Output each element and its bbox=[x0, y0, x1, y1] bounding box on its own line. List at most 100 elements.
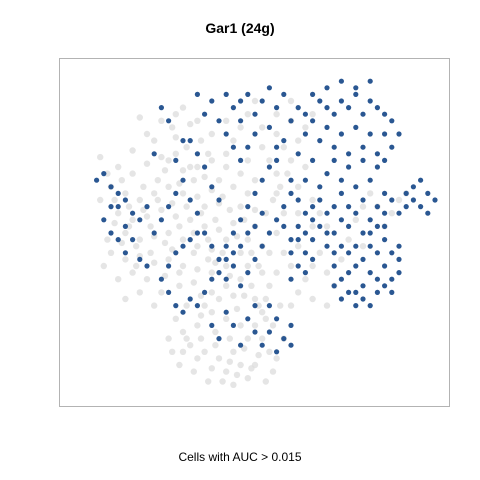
cell-point-above bbox=[252, 111, 258, 117]
cell-point-above bbox=[374, 250, 380, 256]
cell-point-above bbox=[310, 256, 316, 262]
cell-point-below bbox=[133, 262, 140, 270]
cell-point-above bbox=[382, 157, 388, 163]
cell-point-below bbox=[309, 223, 316, 230]
cell-point-below bbox=[237, 322, 244, 329]
cell-point-above bbox=[338, 190, 344, 196]
cell-point-below bbox=[197, 137, 205, 144]
cell-point-above bbox=[259, 210, 265, 216]
cell-point-above bbox=[331, 157, 337, 163]
cell-point-above bbox=[223, 91, 229, 97]
cell-point-above bbox=[324, 230, 330, 236]
cell-point-below bbox=[273, 111, 280, 118]
cell-point-below bbox=[359, 203, 367, 210]
cell-point-below bbox=[208, 130, 215, 138]
cell-point-above bbox=[331, 204, 337, 210]
cell-point-above bbox=[238, 283, 244, 289]
cell-point-above bbox=[216, 118, 222, 124]
cell-point-above bbox=[382, 237, 388, 243]
cell-point-above bbox=[187, 296, 193, 302]
cell-point-below bbox=[179, 167, 187, 174]
cell-point-above bbox=[346, 289, 352, 295]
cell-point-above bbox=[302, 210, 308, 216]
cell-point-above bbox=[310, 204, 316, 210]
cell-point-below bbox=[201, 223, 208, 230]
cell-point-below bbox=[255, 262, 262, 270]
cell-point-above bbox=[187, 197, 193, 203]
cell-point-above bbox=[223, 309, 229, 315]
cell-point-above bbox=[331, 230, 337, 236]
cell-point-below bbox=[273, 130, 280, 138]
cell-point-above bbox=[353, 303, 359, 309]
cell-point-above bbox=[173, 157, 179, 163]
cell-point-above bbox=[130, 237, 136, 243]
cell-point-below bbox=[251, 295, 259, 303]
cell-point-above bbox=[245, 91, 251, 97]
cell-point-above bbox=[151, 151, 157, 157]
cell-point-below bbox=[212, 342, 219, 349]
cell-point-above bbox=[389, 118, 395, 124]
cell-point-above bbox=[410, 197, 416, 203]
cell-point-below bbox=[151, 137, 158, 144]
cell-point-above bbox=[295, 151, 301, 157]
cell-point-above bbox=[274, 144, 280, 150]
cell-point-below bbox=[201, 173, 208, 181]
cell-point-below bbox=[266, 348, 273, 355]
cell-point-below bbox=[111, 219, 118, 227]
cell-point-above bbox=[389, 197, 395, 203]
cell-point-below bbox=[251, 322, 259, 329]
cell-point-above bbox=[230, 322, 236, 328]
cell-point-below bbox=[151, 302, 158, 309]
cell-point-below bbox=[179, 236, 187, 243]
cell-point-above bbox=[194, 210, 200, 216]
cell-point-above bbox=[108, 204, 114, 210]
cell-point-below bbox=[194, 163, 201, 171]
cell-point-below bbox=[183, 335, 190, 342]
cell-point-below bbox=[197, 292, 205, 299]
cell-point-above bbox=[396, 270, 402, 276]
cell-point-above bbox=[122, 250, 128, 256]
cell-point-below bbox=[187, 216, 194, 223]
cell-point-below bbox=[237, 249, 244, 256]
cell-point-above bbox=[302, 131, 308, 137]
cell-point-above bbox=[331, 250, 337, 256]
cell-point-below bbox=[187, 342, 194, 349]
cell-point-above bbox=[180, 243, 186, 249]
cell-point-below bbox=[165, 229, 172, 237]
cell-point-below bbox=[169, 200, 176, 207]
cell-point-above bbox=[382, 223, 388, 229]
cell-point-above bbox=[230, 250, 236, 256]
cell-point-below bbox=[316, 249, 323, 256]
cell-point-above bbox=[338, 131, 344, 137]
cell-point-above bbox=[180, 138, 186, 144]
cell-point-above bbox=[396, 210, 402, 216]
cell-point-below bbox=[233, 233, 241, 240]
cell-point-above bbox=[403, 190, 409, 196]
cell-point-below bbox=[259, 144, 266, 151]
cell-point-above bbox=[432, 197, 438, 203]
cell-point-below bbox=[122, 295, 129, 303]
cell-point-below bbox=[309, 295, 316, 303]
cell-point-above bbox=[382, 210, 388, 216]
cell-point-below bbox=[266, 157, 273, 164]
cell-point-above bbox=[108, 184, 114, 190]
cell-point-above bbox=[281, 336, 287, 342]
cell-point-above bbox=[374, 151, 380, 157]
cell-point-above bbox=[338, 98, 344, 104]
cell-point-below bbox=[237, 124, 244, 131]
cell-point-above bbox=[353, 124, 359, 130]
cell-point-above bbox=[266, 164, 272, 170]
cell-point-above bbox=[324, 85, 330, 91]
cell-point-below bbox=[230, 348, 237, 355]
cell-point-above bbox=[353, 85, 359, 91]
cell-point-above bbox=[216, 336, 222, 342]
cell-point-above bbox=[223, 256, 229, 262]
cell-point-below bbox=[259, 335, 266, 342]
cell-point-above bbox=[166, 289, 172, 295]
cell-point-below bbox=[269, 322, 277, 329]
cell-point-above bbox=[180, 177, 186, 183]
cell-point-above bbox=[238, 243, 244, 249]
cell-point-above bbox=[216, 197, 222, 203]
cell-point-above bbox=[288, 237, 294, 243]
cell-point-below bbox=[172, 150, 179, 157]
